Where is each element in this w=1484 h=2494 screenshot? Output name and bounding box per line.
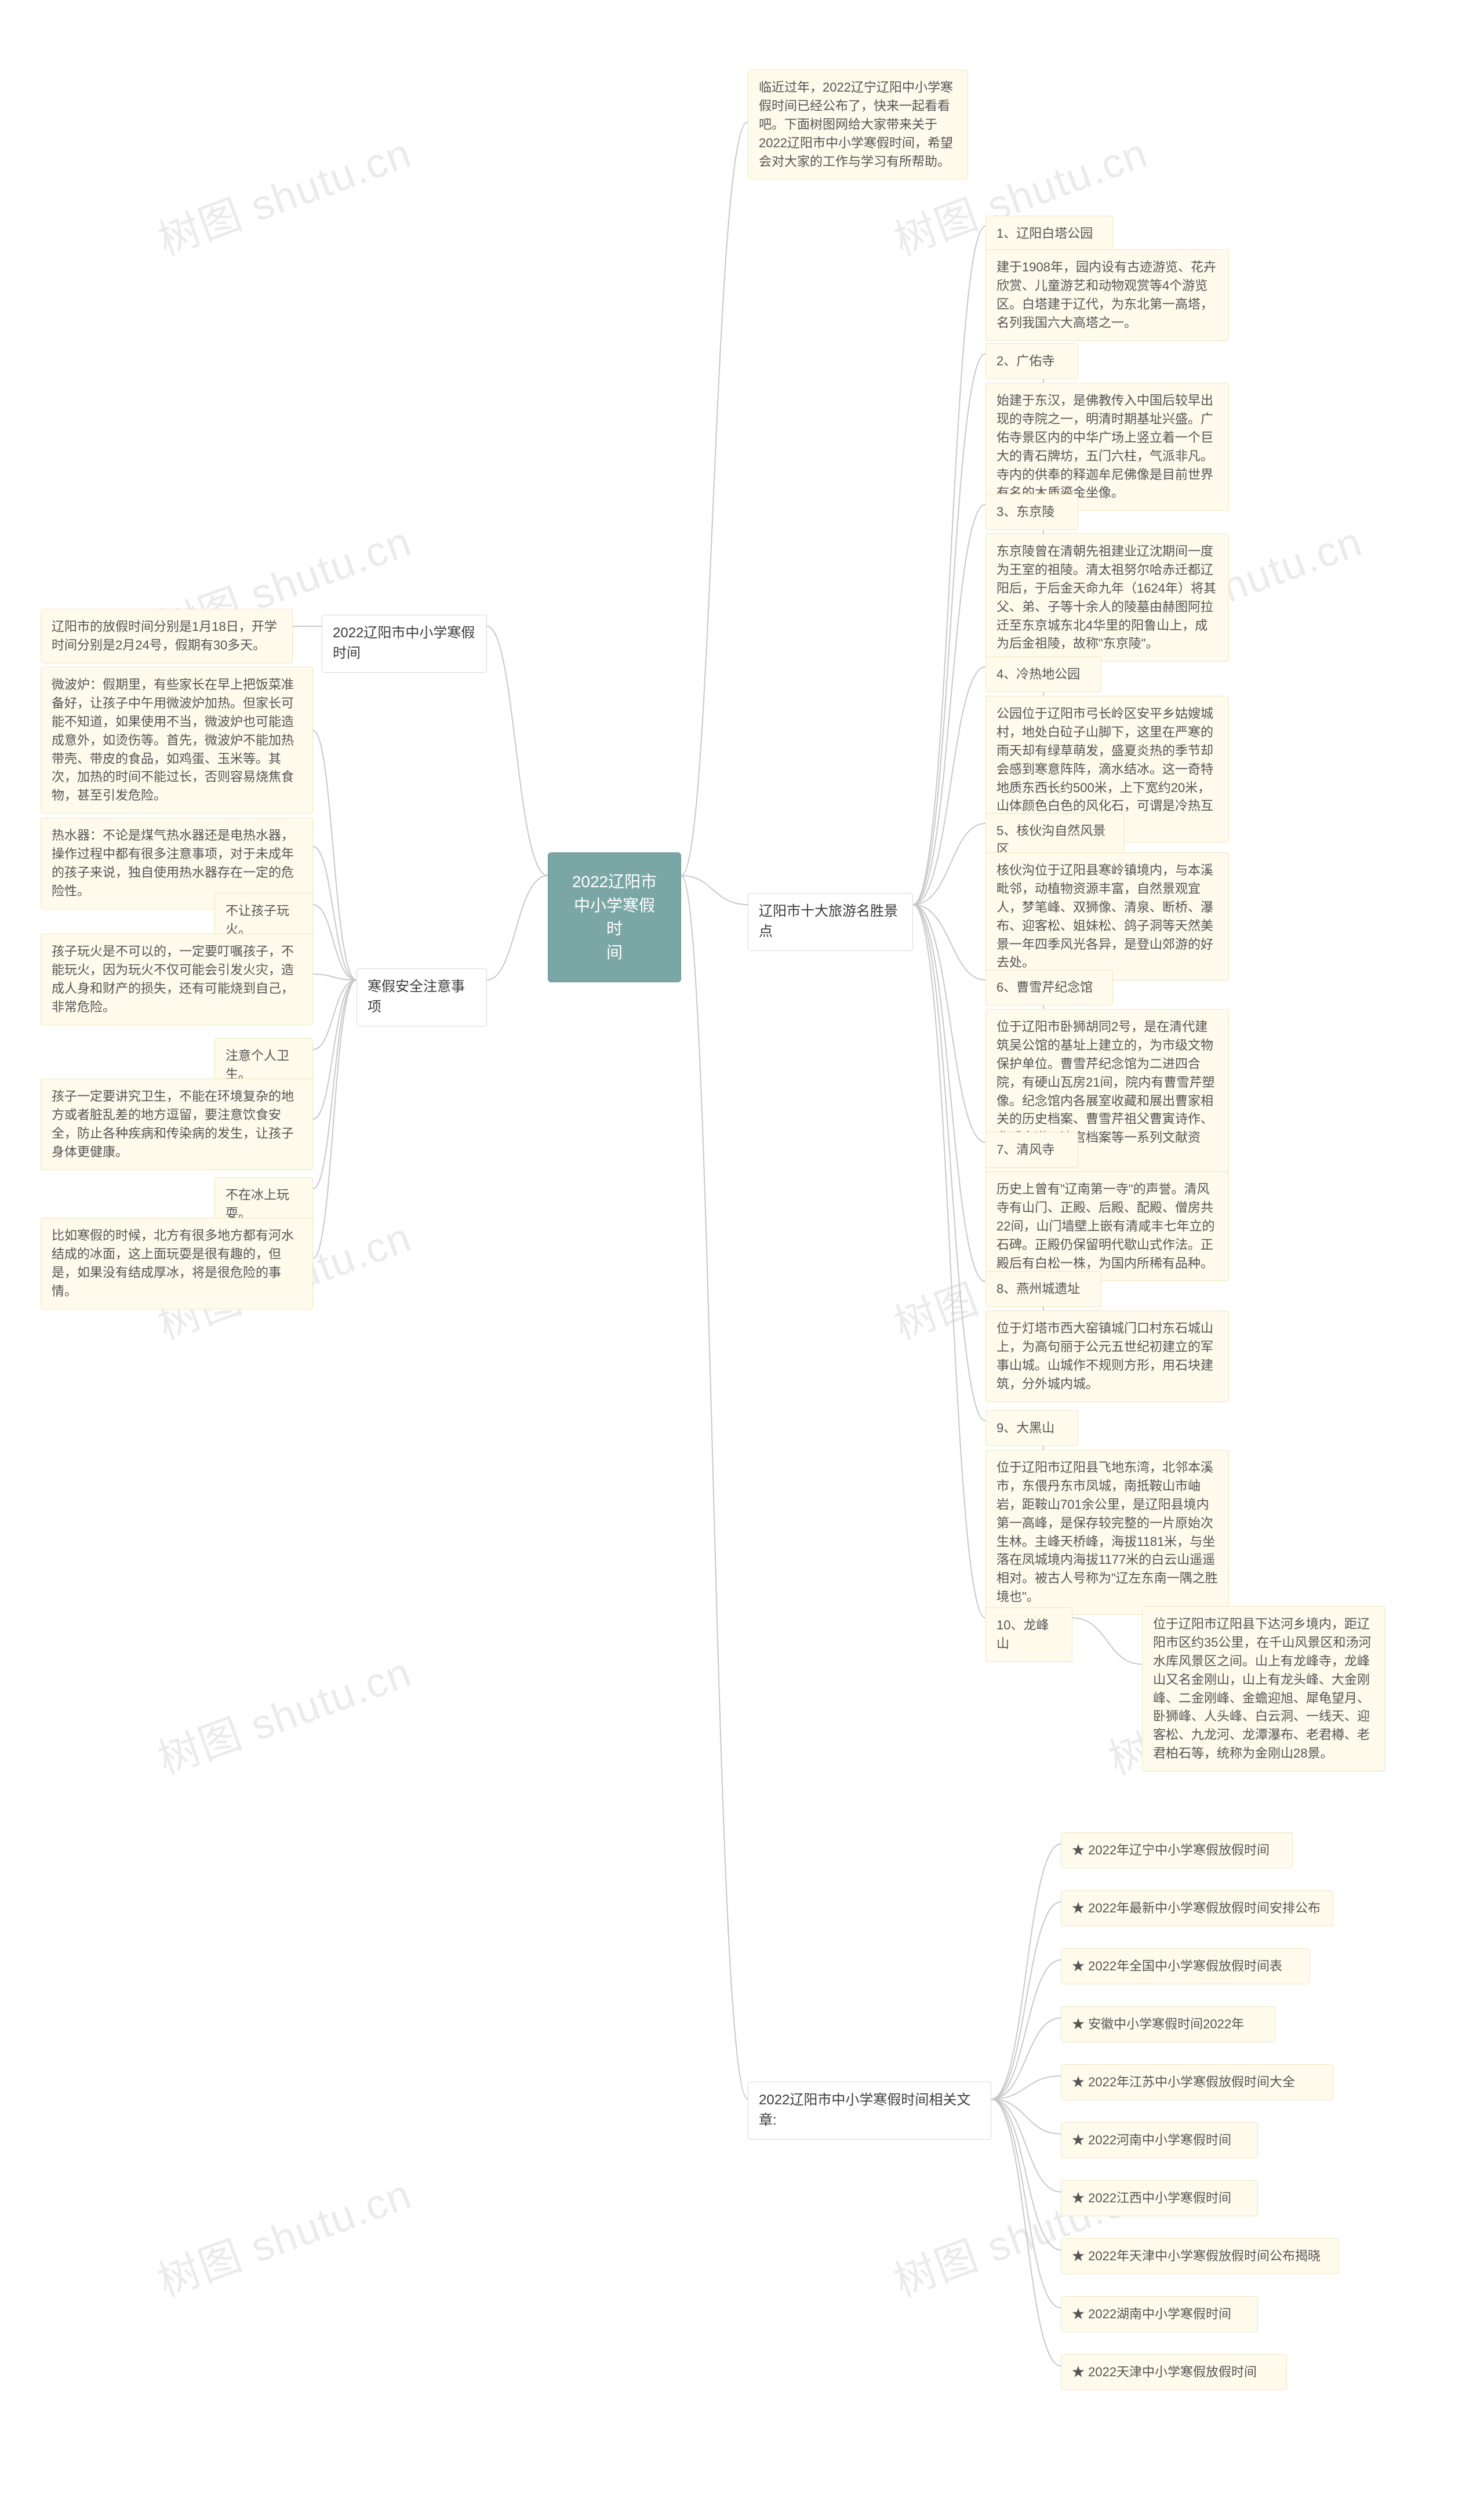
scenic-9-title: 9、大黑山 [985,1410,1078,1446]
scenic-8-body: 位于灯塔市西大窑镇城门口村东石城山上，为高句丽于公元五世纪初建立的军事山城。山城… [985,1310,1229,1402]
related-6[interactable]: ★ 2022河南中小学寒假时间 [1061,2122,1258,2158]
leaf-safety-hygiene: 孩子一定要讲究卫生，不能在环境复杂的地方或者脏乱差的地方逗留，要注意饮食安全，防… [41,1079,313,1170]
related-10[interactable]: ★ 2022天津中小学寒假放假时间 [1061,2354,1287,2390]
branch-holiday-time[interactable]: 2022辽阳市中小学寒假时间 [322,615,487,673]
leaf-safety-fire: 孩子玩火是不可以的，一定要叮嘱孩子，不能玩火，因为玩火不仅可能会引发火灾，造成人… [41,934,313,1025]
leaf-safety-ice: 比如寒假的时候，北方有很多地方都有河水结成的冰面，这上面玩耍是很有趣的，但是，如… [41,1218,313,1309]
root-title-line1: 2022辽阳市中小学寒假时 [572,873,657,938]
scenic-3-body: 东京陵曾在清朝先祖建业辽沈期间一度为王室的祖陵。清太祖努尔哈赤迁都辽阳后，于后金… [985,533,1229,662]
scenic-1-title: 1、辽阳白塔公园 [985,216,1113,252]
scenic-4-title: 4、冷热地公园 [985,656,1101,692]
leaf-holiday-detail: 辽阳市的放假时间分别是1月18日，开学时间分别是2月24号，假期有30多天。 [41,609,293,663]
scenic-9-body: 位于辽阳市辽阳县飞地东湾，北邻本溪市，东偎丹东市凤城，南抵鞍山市岫岩，距鞍山70… [985,1450,1229,1615]
related-4[interactable]: ★ 安徽中小学寒假时间2022年 [1061,2006,1275,2042]
scenic-2-body: 始建于东汉，是佛教传入中国后较早出现的寺院之一，明清时期基址兴盛。广佑寺景区内的… [985,383,1229,511]
scenic-7-body: 历史上曾有"辽南第一寺"的声誉。清风寺有山门、正殿、后殿、配殿、僧房共22间，山… [985,1171,1229,1281]
scenic-5-body: 核伙沟位于辽阳县寒岭镇境内，与本溪毗邻，动植物资源丰富，自然景观宜人，梦笔峰、双… [985,852,1229,981]
intro-leaf: 临近过年，2022辽宁辽阳中小学寒假时间已经公布了，快来一起看看吧。下面树图网给… [748,70,968,179]
scenic-3-title: 3、东京陵 [985,494,1078,530]
scenic-6-title: 6、曹雪芹纪念馆 [985,970,1113,1005]
scenic-2-title: 2、广佑寺 [985,343,1078,379]
branch-related[interactable]: 2022辽阳市中小学寒假时间相关文章: [748,2082,991,2140]
related-1[interactable]: ★ 2022年辽宁中小学寒假放假时间 [1061,1832,1293,1868]
scenic-1-body: 建于1908年，园内设有古迹游览、花卉欣赏、儿童游艺和动物观赏等4个游览区。白塔… [985,249,1229,341]
related-7[interactable]: ★ 2022江西中小学寒假时间 [1061,2180,1258,2216]
related-5[interactable]: ★ 2022年江苏中小学寒假放假时间大全 [1061,2064,1333,2100]
branch-scenic[interactable]: 辽阳市十大旅游名胜景点 [748,893,913,951]
mindmap-canvas: 树图 shutu.cn 树图 shutu.cn 树图 shutu.cn 树图 s… [0,0,1484,2494]
related-9[interactable]: ★ 2022湖南中小学寒假时间 [1061,2296,1258,2332]
related-2[interactable]: ★ 2022年最新中小学寒假放假时间安排公布 [1061,1890,1333,1926]
root-title-line2: 间 [606,943,623,961]
scenic-7-title: 7、清风寺 [985,1132,1078,1168]
root-node[interactable]: 2022辽阳市中小学寒假时 间 [548,852,681,982]
watermark: 树图 shutu.cn [148,2160,419,2308]
leaf-safety-microwave: 微波炉：假期里，有些家长在早上把饭菜准备好，让孩子中午用微波炉加热。但家长可能不… [41,667,313,814]
related-3[interactable]: ★ 2022年全国中小学寒假放假时间表 [1061,1948,1310,1984]
watermark: 树图 shutu.cn [148,119,419,267]
branch-safety[interactable]: 寒假安全注意事项 [357,968,487,1026]
scenic-8-title: 8、燕州城遗址 [985,1271,1101,1307]
scenic-10-title: 10、龙峰山 [985,1607,1072,1662]
watermark: 树图 shutu.cn [148,1638,419,1786]
related-8[interactable]: ★ 2022年天津中小学寒假放假时间公布揭晓 [1061,2238,1339,2274]
scenic-10-body: 位于辽阳市辽阳县下达河乡境内，距辽阳市区约35公里，在千山风景区和汤河水库风景区… [1142,1606,1385,1771]
